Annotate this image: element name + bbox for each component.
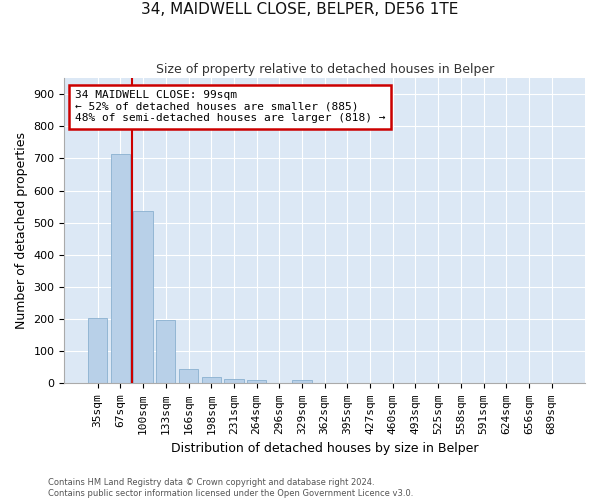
- Bar: [156, 320, 175, 384]
- Y-axis label: Number of detached properties: Number of detached properties: [15, 132, 28, 329]
- Bar: [111, 154, 130, 384]
- Bar: [224, 378, 244, 384]
- Bar: [88, 318, 107, 384]
- Bar: [292, 380, 311, 384]
- Bar: [247, 380, 266, 384]
- Bar: [202, 377, 221, 384]
- Bar: [179, 370, 198, 384]
- Bar: [133, 211, 153, 384]
- Text: 34, MAIDWELL CLOSE, BELPER, DE56 1TE: 34, MAIDWELL CLOSE, BELPER, DE56 1TE: [142, 2, 458, 18]
- Text: Contains HM Land Registry data © Crown copyright and database right 2024.
Contai: Contains HM Land Registry data © Crown c…: [48, 478, 413, 498]
- Text: 34 MAIDWELL CLOSE: 99sqm
← 52% of detached houses are smaller (885)
48% of semi-: 34 MAIDWELL CLOSE: 99sqm ← 52% of detach…: [75, 90, 385, 124]
- X-axis label: Distribution of detached houses by size in Belper: Distribution of detached houses by size …: [171, 442, 478, 455]
- Title: Size of property relative to detached houses in Belper: Size of property relative to detached ho…: [155, 62, 494, 76]
